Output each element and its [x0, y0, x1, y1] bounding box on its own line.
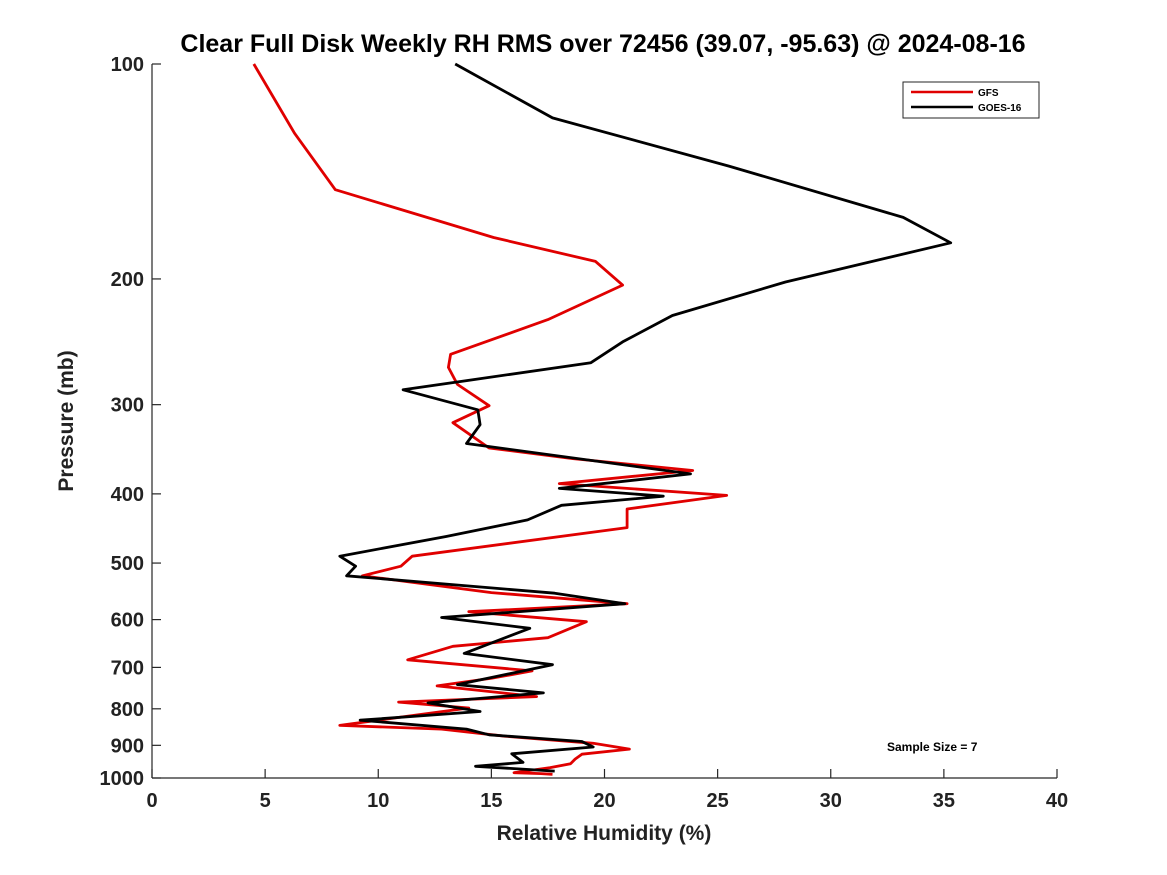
y-tick-label: 600	[111, 610, 144, 632]
x-tick-label: 35	[933, 790, 955, 812]
series-line-gfs	[252, 63, 729, 776]
legend: GFS GOES-16	[902, 81, 1040, 119]
y-tick-label: 300	[111, 395, 144, 417]
legend-label-gfs: GFS	[978, 88, 999, 99]
y-tick-label: 400	[111, 484, 144, 506]
legend-label-goes16: GOES-16	[978, 103, 1022, 114]
y-tick-label: 1000	[100, 768, 145, 790]
y-tick-label: 500	[111, 553, 144, 575]
y-tick-label: 200	[111, 269, 144, 291]
x-tick-label: 25	[707, 790, 729, 812]
x-tick-label: 15	[480, 790, 502, 812]
x-axis-label: Relative Humidity (%)	[497, 822, 712, 845]
y-tick-label: 700	[111, 657, 144, 679]
y-tick-label: 900	[111, 735, 144, 757]
legend-box	[902, 81, 1040, 119]
series-layer	[252, 62, 953, 776]
series-line-goes16	[338, 62, 953, 773]
chart-title: Clear Full Disk Weekly RH RMS over 72456…	[180, 30, 1025, 58]
x-tick-label: 30	[820, 790, 842, 812]
y-tick-label: 100	[111, 54, 144, 76]
x-tick-label: 10	[367, 790, 389, 812]
x-tick-label: 40	[1046, 790, 1068, 812]
x-axis-ticks: 0 5 10 15 20 25 30 35 40	[146, 769, 1068, 812]
y-axis-ticks: 100 200 300 400 500 600 700 800 900 1000	[100, 54, 161, 790]
x-tick-label: 0	[146, 790, 157, 812]
x-tick-label: 5	[260, 790, 271, 812]
x-tick-label: 20	[593, 790, 615, 812]
sample-size-annotation: Sample Size = 7	[887, 740, 978, 754]
y-axis-label: Pressure (mb)	[55, 350, 78, 491]
y-tick-label: 800	[111, 699, 144, 721]
